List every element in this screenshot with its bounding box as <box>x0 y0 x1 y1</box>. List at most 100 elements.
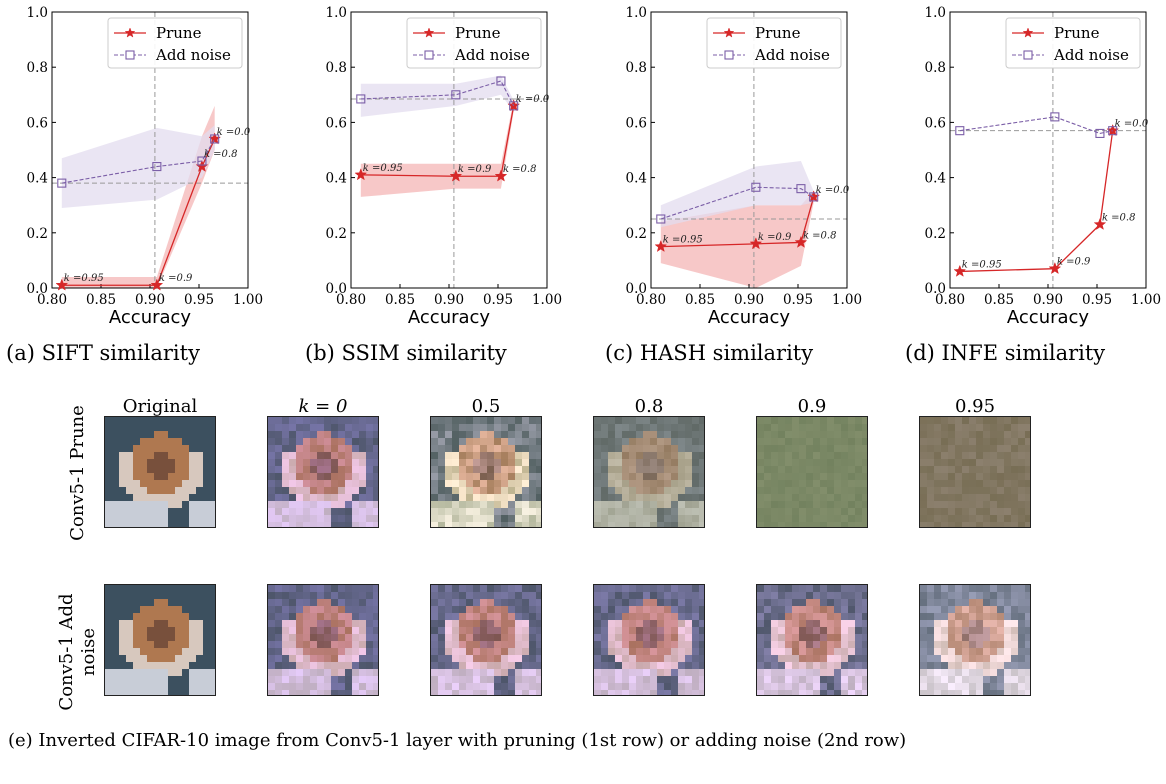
y-tick-label: 1.0 <box>27 5 48 21</box>
x-tick-label: 0.80 <box>935 292 965 308</box>
add-noise-point <box>356 94 366 104</box>
x-tick-label: 0.85 <box>685 292 715 308</box>
legend-marker-prune <box>423 27 435 38</box>
x-tick-label: 0.90 <box>734 292 764 308</box>
pixel-image <box>105 417 215 527</box>
col-header-k0: k = 0 <box>298 396 348 417</box>
y-tick-label: 1.0 <box>925 5 946 21</box>
y-tick-label: 0.0 <box>925 281 946 297</box>
y-tick-label: 0.6 <box>27 115 48 131</box>
prune-point <box>749 237 763 250</box>
confidence-band-prune <box>61 105 215 288</box>
series-line-prune <box>660 196 815 248</box>
similarity-charts: 0.80 0.85 0.90 0.95 1.00 0.0 0.2 0.4 0.6 0.8 1.0 Ac… <box>27 5 1162 328</box>
y-tick-label: 0.2 <box>626 226 647 242</box>
pixel-image <box>594 417 704 527</box>
col-header-09: 0.9 <box>797 396 827 417</box>
x-tick-label: 0.90 <box>434 292 464 308</box>
add-noise-image-1 <box>267 584 379 696</box>
prune-image-5 <box>919 416 1031 528</box>
x-tick-label: 1.00 <box>1131 292 1161 308</box>
legend-label-prune: Prune <box>156 24 202 42</box>
k-value-label: k =0.95 <box>363 163 403 174</box>
y-tick-label: 0.0 <box>326 281 347 297</box>
row-header-add-noise: Conv5-1 Add noise <box>56 593 99 711</box>
legend-marker-prune <box>723 27 735 38</box>
series-line-add-noise <box>959 116 1113 135</box>
y-tick-label: 0.4 <box>626 171 647 187</box>
chart-panel-0: 0.80 0.85 0.90 0.95 1.00 0.0 0.2 0.4 0.6 0.8 1.0 Ac… <box>27 5 264 328</box>
chart-panel-2: 0.80 0.85 0.90 0.95 1.00 0.0 0.2 0.4 0.6 0.8 1.0 Ac… <box>626 5 863 328</box>
caption-c: (c) HASH similarity <box>605 341 814 365</box>
legend-label-prune: Prune <box>455 24 501 42</box>
add-noise-point <box>796 184 806 194</box>
x-tick-label: 0.90 <box>1033 292 1063 308</box>
x-axis-label: Accuracy <box>1007 307 1090 328</box>
pixel-image <box>431 417 541 527</box>
pixel-image <box>920 417 1030 527</box>
k-value-label: k =0.8 <box>204 149 238 160</box>
add-noise-image-2 <box>430 584 542 696</box>
col-header-095: 0.95 <box>954 396 996 417</box>
y-tick-label: 0.2 <box>27 226 48 242</box>
legend-marker-add-noise <box>724 50 734 60</box>
x-tick-label: 0.85 <box>984 292 1014 308</box>
x-tick-label: 0.95 <box>1082 292 1112 308</box>
prune-point <box>654 239 668 253</box>
x-tick-label: 0.80 <box>336 292 366 308</box>
y-tick-label: 0.4 <box>925 171 946 187</box>
x-tick-label: 0.95 <box>483 292 513 308</box>
k-value-label: k =0.0 <box>516 94 550 105</box>
pixel-image <box>268 585 378 695</box>
legend-label-prune: Prune <box>755 24 801 42</box>
k-value-label: k =0.9 <box>758 232 792 243</box>
x-tick-label: 0.80 <box>636 292 666 308</box>
prune-image-1 <box>267 416 379 528</box>
add-noise-point <box>955 126 965 136</box>
k-value-label: k =0.95 <box>663 235 703 246</box>
series-line-add-noise <box>660 186 814 220</box>
pixel-image <box>757 585 867 695</box>
x-axis-label: Accuracy <box>708 307 791 328</box>
add-noise-point <box>1095 128 1105 138</box>
add-noise-point <box>57 178 67 188</box>
prune-point <box>55 278 69 291</box>
k-value-label: k =0.0 <box>217 127 251 138</box>
legend-marker-prune <box>1022 27 1034 38</box>
pixel-image <box>594 585 704 695</box>
legend-label-add-noise: Add noise <box>454 46 530 64</box>
x-tick-label: 0.95 <box>184 292 214 308</box>
prune-point <box>449 169 463 182</box>
prune-point <box>150 278 164 291</box>
legend-label-prune: Prune <box>1054 24 1100 42</box>
y-tick-label: 0.4 <box>326 171 347 187</box>
y-tick-label: 0.8 <box>326 60 347 76</box>
x-tick-label: 0.85 <box>385 292 415 308</box>
y-tick-label: 0.4 <box>27 171 48 187</box>
legend-marker-add-noise <box>125 50 135 60</box>
y-tick-label: 0.2 <box>326 226 347 242</box>
y-tick-label: 0.0 <box>626 281 647 297</box>
legend-marker-add-noise <box>424 50 434 60</box>
legend-label-add-noise: Add noise <box>754 46 830 64</box>
x-axis-label: Accuracy <box>408 307 491 328</box>
k-value-label: k =0.8 <box>803 230 837 241</box>
chart-panel-1: 0.80 0.85 0.90 0.95 1.00 0.0 0.2 0.4 0.6 0.8 1.0 Ac… <box>326 5 563 328</box>
chart-panel-3: 0.80 0.85 0.90 0.95 1.00 0.0 0.2 0.4 0.6 0.8 1.0 Ac… <box>925 5 1162 328</box>
series-line-add-noise <box>61 138 216 184</box>
add-noise-point <box>751 182 761 192</box>
y-tick-label: 0.8 <box>925 60 946 76</box>
prune-point <box>354 168 368 181</box>
add-noise-point <box>1050 112 1060 122</box>
confidence-band-prune <box>360 100 514 197</box>
prune-point <box>1093 217 1107 230</box>
prune-image-4 <box>756 416 868 528</box>
y-tick-label: 0.0 <box>27 281 48 297</box>
prune-point <box>953 264 967 277</box>
x-tick-label: 0.80 <box>37 292 67 308</box>
figure-caption-e: (e) Inverted CIFAR-10 image from Conv5-1… <box>8 730 907 751</box>
k-value-label: k =0.9 <box>1057 257 1091 268</box>
series-line-prune <box>959 130 1114 273</box>
confidence-band-add-noise <box>360 75 514 117</box>
caption-d: (d) INFE similarity <box>905 341 1106 365</box>
